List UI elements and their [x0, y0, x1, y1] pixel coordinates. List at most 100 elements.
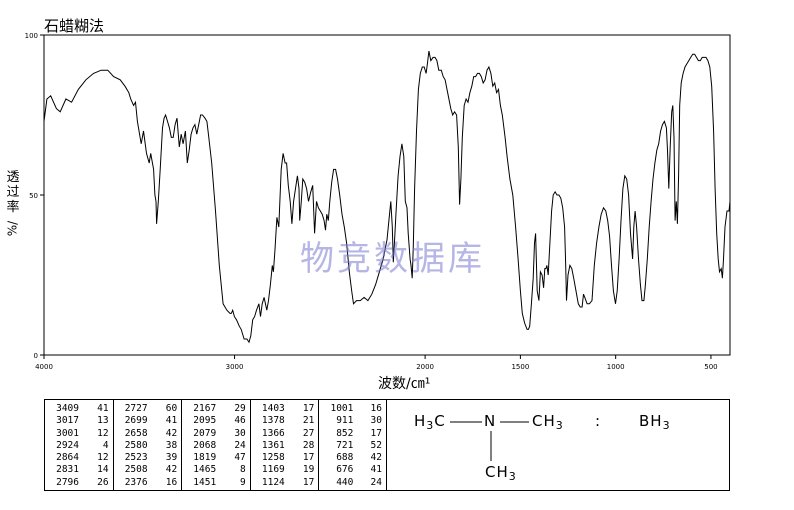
peak-transmittance: 30: [234, 427, 246, 439]
nitrogen-atom: N: [484, 412, 497, 430]
y-tick-label: 100: [25, 32, 38, 40]
borane-group: BH3: [639, 412, 671, 432]
peak-table: 3409 41 3017 13 3001 12 2924 4 2864 12 2831 14 2796 2…: [44, 399, 387, 491]
peak-table-row: 2095 46: [186, 415, 246, 427]
peak-table-row: 2864 12: [49, 452, 109, 464]
peak-table-row: 2068 24: [186, 439, 246, 452]
peak-table-row: 2727 60: [118, 403, 177, 415]
peak-transmittance: 12: [97, 452, 109, 464]
peak-table-row: 3017 13: [49, 415, 109, 427]
y-axis-label: 透过率 %/: [3, 170, 23, 236]
peak-wavenumber: 2095: [193, 415, 217, 427]
peak-transmittance: 4: [102, 439, 109, 451]
peak-wavenumber: 2079: [193, 427, 217, 439]
peak-table-row: 2079 30: [186, 427, 246, 440]
peak-transmittance: 26: [97, 476, 109, 488]
peak-table-row: 2699 41: [118, 415, 177, 427]
peak-transmittance: 28: [302, 439, 315, 451]
peak-wavenumber: 3409: [56, 403, 79, 414]
peak-transmittance: 9: [240, 476, 246, 488]
peak-table-row: 3001 12: [49, 427, 109, 440]
peak-transmittance: 42: [165, 464, 178, 476]
peak-table-row: 440 24: [323, 477, 382, 489]
peak-wavenumber: 1819: [193, 452, 217, 464]
peak-wavenumber: 2658: [124, 427, 148, 439]
peak-table-row: 1124 17: [255, 476, 315, 489]
peak-transmittance: 17: [302, 403, 315, 414]
x-tick-label: 1000: [607, 363, 625, 371]
peak-wavenumber: 2068: [193, 439, 217, 451]
methyl-group-left: H3C: [414, 412, 446, 432]
y-axis-label-unit: %/: [5, 220, 20, 237]
y-axis-label-char: 过: [6, 185, 20, 200]
y-axis-label-chars: 透过率: [3, 170, 23, 215]
peak-transmittance: 27: [302, 427, 315, 439]
peak-transmittance: 29: [234, 403, 246, 414]
peak-wavenumber: 1403: [261, 403, 285, 414]
peak-table-row: 2580 38: [118, 439, 177, 452]
peak-transmittance: 30: [370, 415, 382, 427]
x-axis-ticks: 4000 3000 2000 1500 1000 500: [35, 355, 718, 371]
peak-transmittance: 42: [370, 452, 382, 464]
peak-transmittance: 24: [370, 476, 382, 488]
peak-table-row: 2831 14: [49, 464, 108, 476]
peak-table-column: 2167 29 2095 46 2079 30 2068 24 1819 47 1465 8 1451 9: [182, 400, 251, 490]
peak-wavenumber: 2864: [56, 452, 79, 464]
peak-wavenumber: 852: [336, 427, 354, 439]
peak-wavenumber: 2727: [124, 403, 148, 414]
peak-table-column: 1403 17 1378 21 1366 27 1361 28 1258 17 1169 19 1124…: [251, 400, 320, 490]
peak-table-row: 1169 19: [255, 464, 314, 476]
peak-wavenumber: 440: [336, 476, 354, 488]
peak-transmittance: 16: [165, 476, 178, 488]
y-axis-label-char: 率: [6, 200, 20, 215]
peak-table-column: 2727 60 2699 41 2658 42 2580 38 2523 39 2508 42 2376…: [114, 400, 183, 490]
peak-transmittance: 13: [97, 415, 109, 427]
peak-transmittance: 52: [370, 439, 382, 451]
peak-wavenumber: 2924: [56, 439, 79, 451]
x-tick-label: 3000: [226, 363, 244, 371]
peak-table-row: 1378 21: [255, 415, 314, 427]
x-tick-label: 500: [704, 363, 717, 371]
peak-table-row: 852 17: [323, 428, 382, 440]
peak-table-row: 2508 42: [118, 464, 178, 476]
peak-transmittance: 17: [302, 476, 315, 488]
peak-transmittance: 24: [234, 439, 246, 451]
peak-transmittance: 46: [234, 415, 246, 427]
peak-wavenumber: 676: [336, 464, 354, 476]
peak-wavenumber: 911: [336, 415, 354, 427]
methyl-group-right: CH3: [532, 412, 564, 432]
peak-wavenumber: 2376: [124, 476, 148, 488]
peak-transmittance: 41: [97, 403, 109, 414]
peak-table-row: 1366 27: [255, 427, 315, 440]
peak-wavenumber: 3017: [56, 415, 79, 427]
peak-transmittance: 12: [97, 427, 109, 439]
peak-wavenumber: 1361: [261, 439, 285, 451]
peak-wavenumber: 2167: [193, 403, 217, 414]
peak-table-row: 1361 28: [255, 439, 315, 452]
peak-wavenumber: 2580: [124, 439, 148, 451]
peak-table-row: 1403 17: [255, 403, 315, 415]
peak-transmittance: 8: [240, 464, 246, 476]
peak-wavenumber: 1169: [261, 464, 285, 476]
x-axis-label: 波数/㎝¹: [378, 376, 431, 392]
adduct-separator: :: [595, 412, 602, 430]
peak-table-row: 2523 39: [118, 452, 178, 464]
y-axis-ticks: 0 50 100: [25, 32, 44, 360]
peak-table-row: 1819 47: [186, 452, 245, 464]
peak-table-row: 1258 17: [255, 452, 314, 464]
x-tick-label: 2000: [416, 363, 434, 371]
peak-table-row: 1451 9: [186, 476, 246, 489]
peak-table-row: 721 52: [323, 440, 382, 452]
peak-table-row: 2167 29: [186, 403, 246, 415]
peak-table-column: 1001 16 911 30 852 17 721 52 688 42 676 41 440 24: [319, 400, 386, 490]
y-tick-label: 0: [34, 352, 38, 360]
peak-wavenumber: 3001: [56, 427, 79, 439]
peak-wavenumber: 2699: [124, 415, 148, 427]
methyl-group-bottom: CH3: [485, 463, 517, 483]
peak-transmittance: 39: [165, 452, 178, 464]
y-axis-label-char: 透: [6, 170, 20, 185]
peak-transmittance: 16: [370, 403, 382, 414]
peak-transmittance: 41: [370, 464, 382, 476]
peak-wavenumber: 2508: [124, 464, 148, 476]
